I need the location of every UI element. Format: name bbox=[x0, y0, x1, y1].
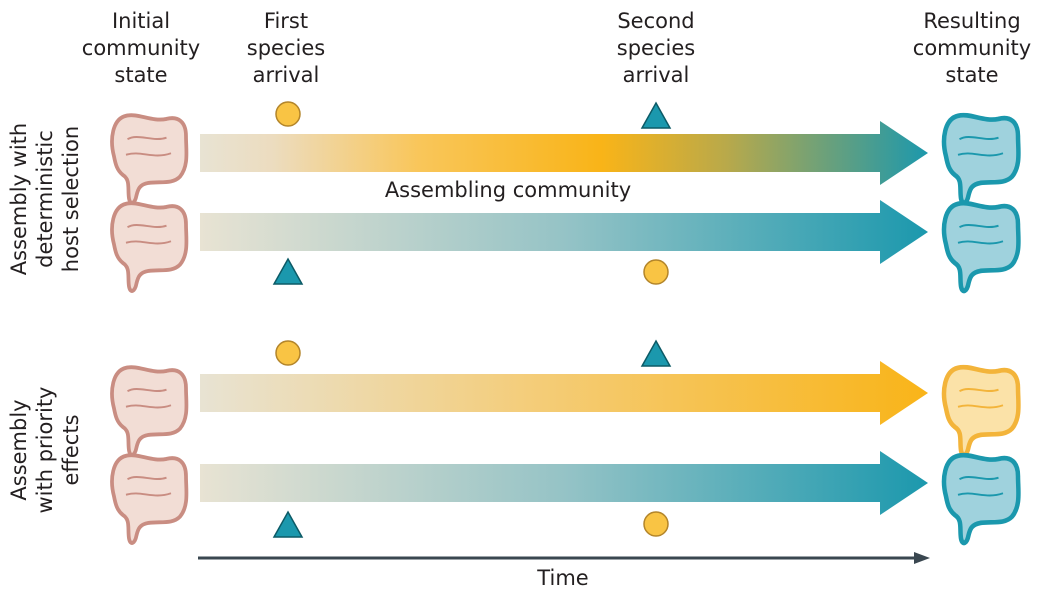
row-arrow-2 bbox=[200, 200, 928, 264]
species-circle-icon-row4-second bbox=[643, 511, 669, 537]
initial-gut-icon-4 bbox=[110, 453, 189, 545]
header-first-arrival: First species arrival bbox=[246, 9, 326, 87]
species-circle-icon-row3-first bbox=[275, 340, 301, 366]
species-circle-icon-row2-second bbox=[643, 259, 669, 285]
result-gut-icon-4 bbox=[944, 455, 1018, 543]
species-triangle-icon-row2-first bbox=[272, 257, 304, 285]
time-axis-label: Time bbox=[537, 566, 589, 590]
row-arrow-3 bbox=[200, 361, 928, 425]
time-axis-arrow bbox=[198, 552, 930, 564]
row-arrow-1 bbox=[200, 121, 928, 185]
assembling-community-label: Assembling community bbox=[384, 178, 632, 202]
species-triangle-icon-row3-second bbox=[640, 339, 672, 367]
header-resulting-state: Resulting community state bbox=[912, 9, 1032, 87]
species-circle-icon-row1-first bbox=[275, 101, 301, 127]
result-gut-icon-3 bbox=[944, 367, 1018, 455]
species-triangle-icon-row1-second bbox=[640, 101, 672, 129]
initial-gut-icon-3 bbox=[110, 365, 189, 457]
header-second-arrival: Second species arrival bbox=[616, 9, 696, 87]
result-gut-icon-2 bbox=[944, 203, 1018, 291]
header-initial-state: Initial community state bbox=[81, 9, 201, 87]
initial-gut-icon-1 bbox=[110, 113, 189, 205]
result-gut-icon-1 bbox=[944, 115, 1018, 203]
species-triangle-icon-row4-first bbox=[272, 510, 304, 538]
initial-gut-icon-2 bbox=[110, 201, 189, 293]
row-arrow-4 bbox=[200, 451, 928, 515]
